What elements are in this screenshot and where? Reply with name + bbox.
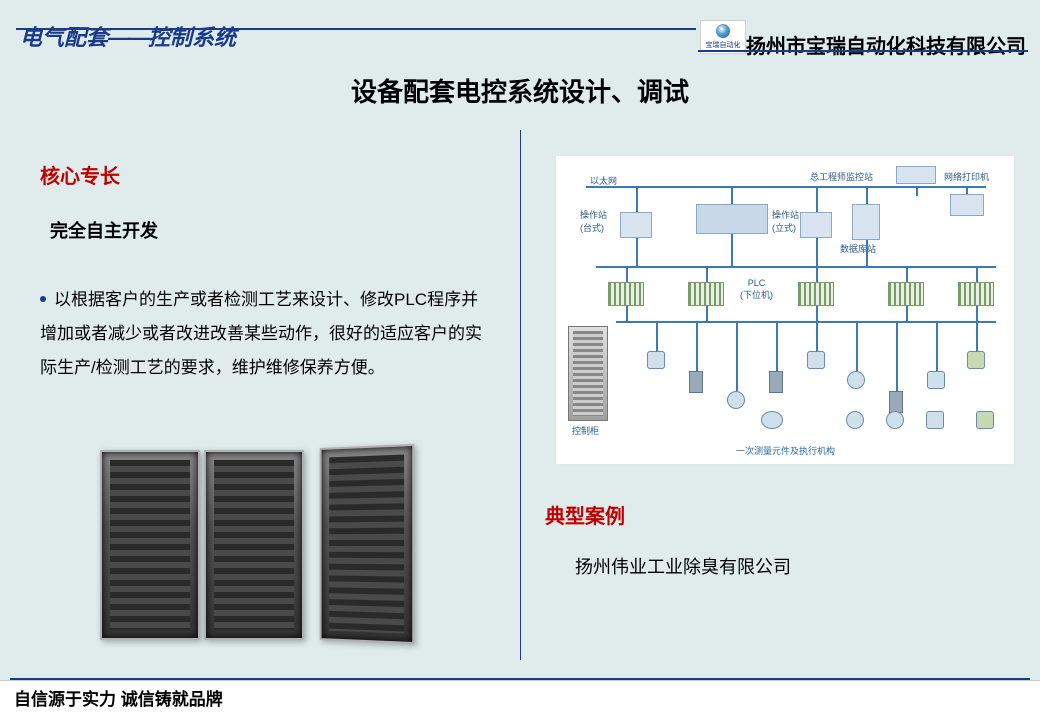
gauge-icon — [886, 411, 904, 429]
logo-globe-icon — [716, 24, 730, 38]
case-heading: 典型案例 — [545, 500, 1005, 529]
monitor-icon — [620, 212, 652, 238]
monitor-icon — [800, 212, 832, 238]
drop-line — [976, 321, 978, 351]
drop-line — [916, 186, 918, 196]
drop-line — [976, 306, 978, 321]
plc-label: PLC (下位机) — [740, 278, 773, 301]
cabinet-icon — [320, 444, 415, 644]
valve-icon — [769, 371, 783, 393]
bus-line — [616, 321, 996, 323]
op-stand-label: 操作站 (立式) — [772, 208, 799, 234]
network-diagram: 以太网 操作站 (台式) 操作站 (立式) 数据库站 总工程师监控站 网络打印机… — [555, 155, 1015, 465]
gauge-icon — [727, 391, 745, 409]
vertical-divider — [520, 130, 521, 660]
sensor-icon — [647, 351, 665, 369]
pump-icon — [976, 411, 994, 429]
drop-line — [816, 321, 818, 351]
eng-station-icon — [896, 166, 936, 184]
drop-line — [736, 321, 738, 391]
bullet-icon — [40, 296, 46, 302]
drop-line — [856, 321, 858, 371]
header-rule-right — [698, 50, 1028, 52]
drop-line — [626, 266, 628, 282]
drop-line — [816, 306, 818, 321]
drop-line — [626, 306, 628, 321]
company-name: 扬州市宝瑞自动化科技有限公司 — [746, 30, 1026, 59]
op-desk-label: 操作站 (台式) — [580, 208, 607, 234]
drop-line — [776, 321, 778, 371]
breadcrumb-part-a: 电气配套 — [20, 25, 108, 50]
drop-line — [696, 321, 698, 371]
plc-icon — [608, 282, 644, 306]
ethernet-label: 以太网 — [590, 174, 617, 187]
plc-icon — [688, 282, 724, 306]
control-cabinet-icon — [568, 326, 608, 421]
footer-slogan: 自信源于实力 诚信铸就品牌 — [14, 685, 223, 710]
sensor-icon — [807, 351, 825, 369]
drop-line — [816, 238, 818, 266]
drop-line — [816, 186, 818, 214]
core-body-text: 以根据客户的生产或者检测工艺来设计、修改PLC程序并增加或者减少或者改进改善某些… — [40, 290, 482, 377]
bus-line — [586, 186, 986, 188]
drop-line — [731, 186, 733, 206]
core-subheading: 完全自主开发 — [50, 217, 490, 243]
drop-line — [976, 266, 978, 282]
sensor-icon — [926, 411, 944, 429]
plc-icon — [958, 282, 994, 306]
breadcrumb-dash: —— — [108, 25, 148, 50]
logo-text: 宝瑞自动化 — [706, 40, 741, 50]
drop-line — [896, 321, 898, 391]
plc-icon — [888, 282, 924, 306]
drop-line — [936, 321, 938, 371]
drop-line — [656, 321, 658, 351]
equipment-photo — [100, 440, 420, 660]
cabinet-icon — [100, 450, 200, 640]
core-body: 以根据客户的生产或者检测工艺来设计、修改PLC程序并增加或者减少或者改进改善某些… — [40, 283, 490, 385]
gauge-icon — [847, 371, 865, 389]
cabinet-label: 控制柜 — [572, 424, 599, 437]
company-logo: 宝瑞自动化 — [700, 20, 746, 54]
left-column: 核心专长 完全自主开发 以根据客户的生产或者检测工艺来设计、修改PLC程序并增加… — [40, 160, 490, 385]
bus-line — [596, 266, 996, 268]
breadcrumb: 电气配套——控制系统 — [20, 20, 236, 52]
case-company: 扬州伟业工业除臭有限公司 — [575, 553, 1005, 579]
breadcrumb-part-b: 控制系统 — [148, 25, 236, 50]
gauge-icon — [761, 411, 783, 429]
case-block: 典型案例 扬州伟业工业除臭有限公司 — [545, 500, 1005, 579]
drop-line — [866, 240, 868, 266]
drop-line — [706, 266, 708, 282]
console-icon — [696, 204, 768, 234]
drop-line — [636, 186, 638, 214]
sensors-label: 一次测量元件及执行机构 — [736, 444, 835, 457]
footer-rule — [10, 678, 1030, 680]
core-heading: 核心专长 — [40, 160, 490, 189]
valve-icon — [689, 371, 703, 393]
valve-icon — [889, 391, 903, 413]
drop-line — [906, 306, 908, 321]
drop-line — [816, 266, 818, 282]
printer-label: 网络打印机 — [944, 170, 989, 183]
db-station-label: 数据库站 — [840, 242, 876, 255]
page-title: 设备配套电控系统设计、调试 — [0, 72, 1040, 109]
pump-icon — [967, 351, 985, 369]
plc-icon — [798, 282, 834, 306]
sensor-icon — [927, 371, 945, 389]
drop-line — [731, 234, 733, 266]
drop-line — [636, 238, 638, 266]
drop-line — [906, 266, 908, 282]
drop-line — [706, 306, 708, 321]
printer-icon — [950, 194, 984, 216]
cabinet-icon — [204, 450, 304, 640]
eng-station-label: 总工程师监控站 — [810, 170, 873, 183]
drop-line — [866, 186, 868, 206]
tower-icon — [852, 204, 880, 240]
gauge-icon — [846, 411, 864, 429]
